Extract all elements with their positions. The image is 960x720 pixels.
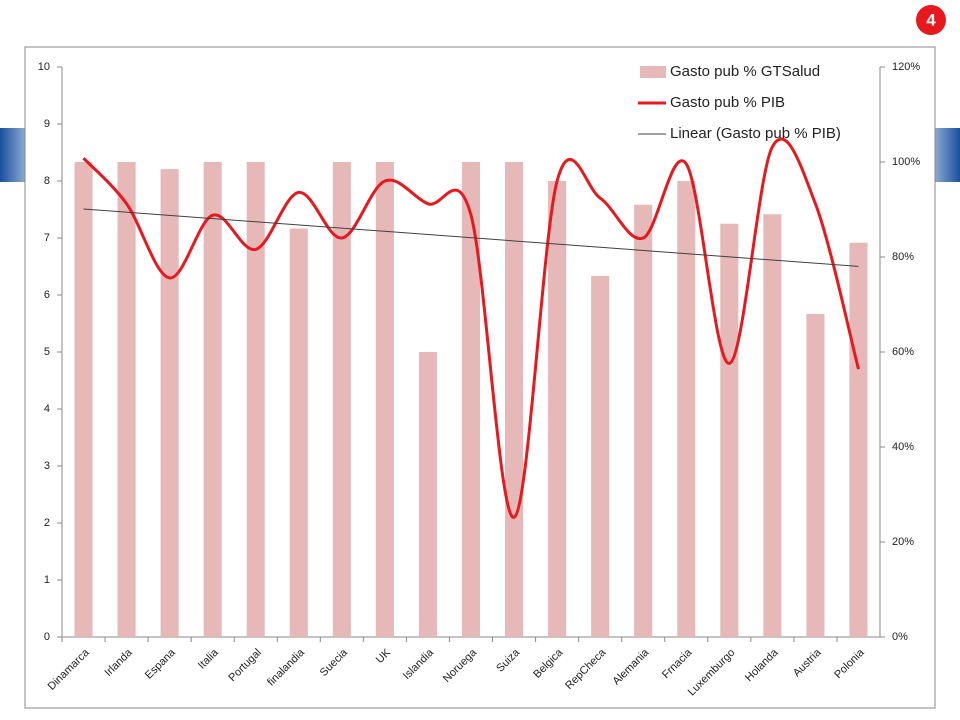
- bar: [160, 169, 179, 637]
- y2-tick-label: 0%: [892, 631, 908, 643]
- bar: [548, 181, 567, 637]
- y2-tick-label: 80%: [892, 251, 914, 263]
- y-tick-label: 1: [44, 574, 50, 586]
- bar: [634, 204, 653, 637]
- y-tick-label: 6: [44, 289, 50, 301]
- y2-tick-label: 120%: [892, 61, 920, 73]
- y-tick-label: 9: [44, 118, 50, 130]
- trend-line: [83, 208, 859, 267]
- y2-tick-label: 40%: [892, 441, 914, 453]
- slide-badge: [916, 5, 946, 35]
- y-tick-label: 0: [44, 631, 50, 643]
- slide-number: 4: [926, 10, 936, 29]
- bar: [418, 352, 437, 637]
- y-tick-label: 3: [44, 460, 50, 472]
- y-tick-label: 2: [44, 517, 50, 529]
- bar: [720, 223, 739, 637]
- y-tick-label: 8: [44, 175, 50, 187]
- y2-tick-label: 100%: [892, 156, 920, 168]
- bar: [289, 228, 308, 637]
- bar: [677, 181, 696, 637]
- bar: [591, 276, 610, 637]
- bar: [203, 162, 222, 637]
- bar: [375, 162, 394, 637]
- bar: [806, 314, 825, 637]
- line: [82, 137, 860, 519]
- bar: [246, 162, 265, 637]
- y2-tick-label: 20%: [892, 536, 914, 548]
- y-tick-label: 10: [38, 61, 50, 73]
- bar: [461, 162, 481, 637]
- bar: [332, 162, 351, 637]
- y2-tick-label: 60%: [892, 346, 914, 358]
- y-tick-label: 7: [44, 232, 50, 244]
- legend-label: Gasto pub % GTSalud: [670, 63, 820, 80]
- bar: [74, 162, 93, 637]
- y-tick-label: 4: [44, 403, 50, 415]
- legend-swatch: [640, 66, 666, 78]
- y-tick-label: 5: [44, 346, 50, 358]
- legend-label: Linear (Gasto pub % PIB): [670, 125, 841, 142]
- bar: [505, 162, 524, 637]
- bar: [763, 214, 782, 637]
- bar: [849, 242, 868, 637]
- bar: [117, 162, 136, 637]
- legend-label: Gasto pub % PIB: [670, 94, 785, 111]
